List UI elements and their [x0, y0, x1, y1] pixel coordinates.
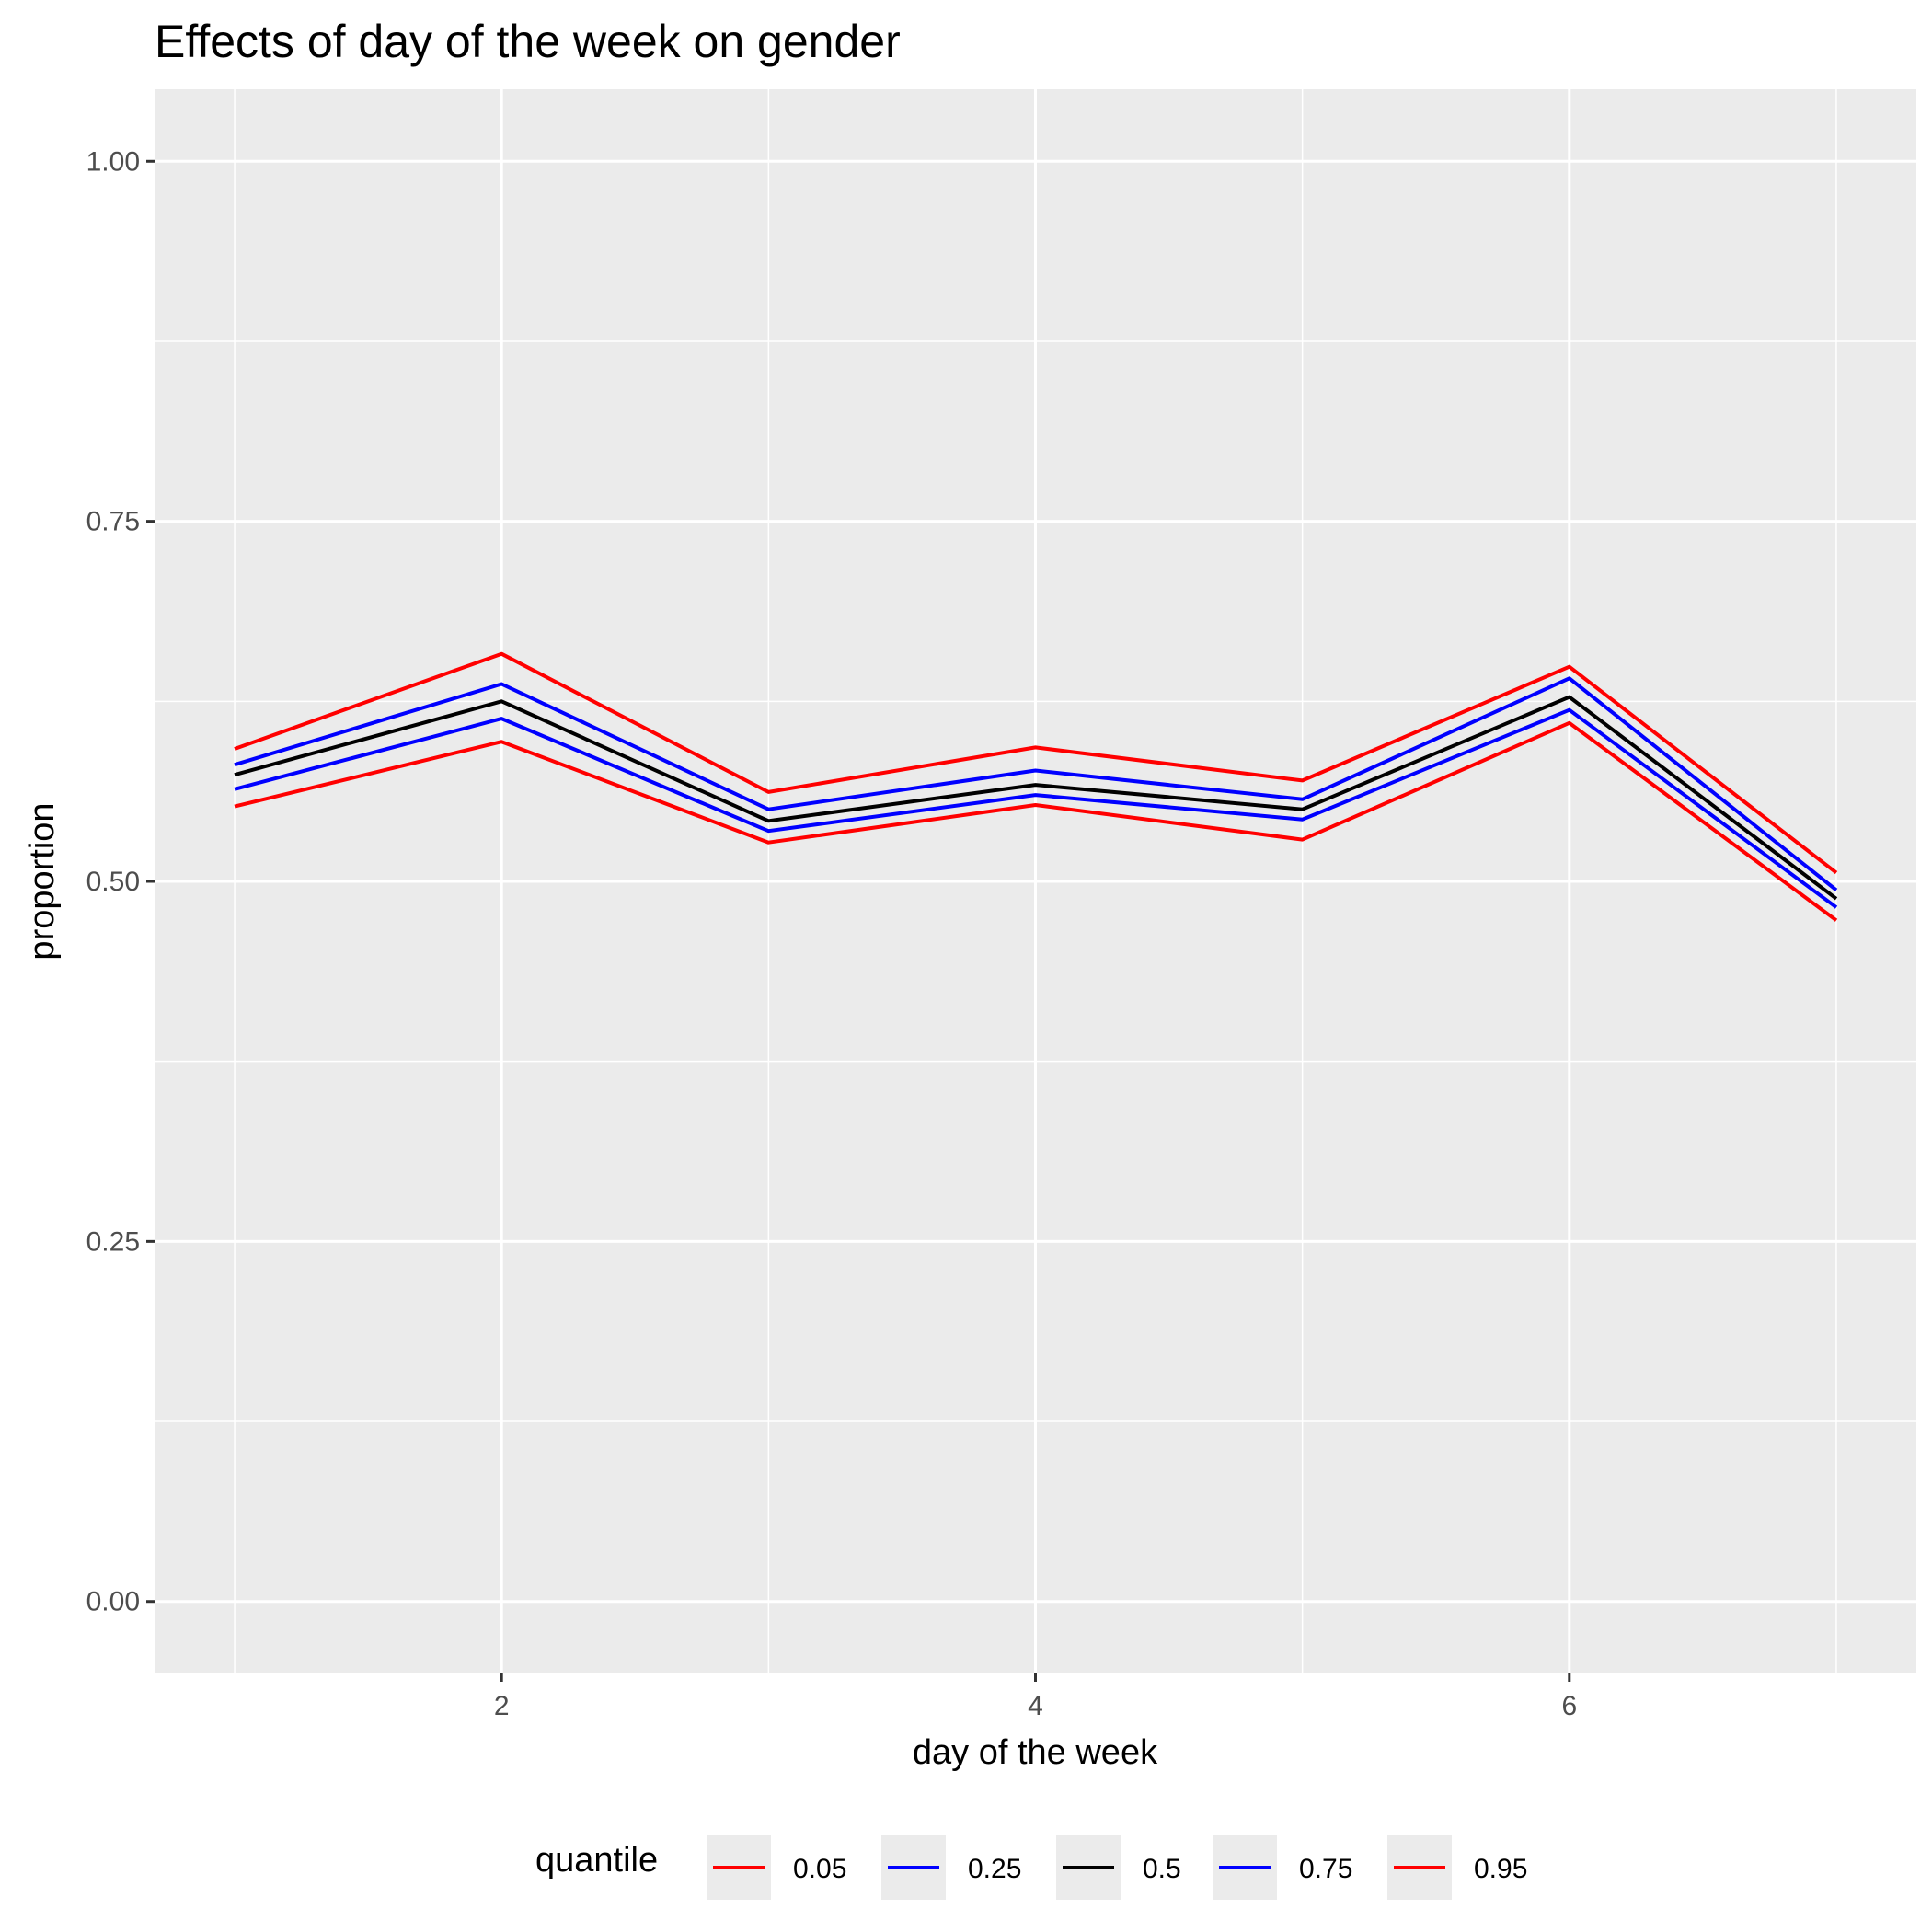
y-tick-label: 1.00 [86, 146, 140, 177]
series-line-0-75 [234, 676, 1838, 891]
y-tick-label: 0.00 [86, 1587, 140, 1617]
y-axis-title: proportion [23, 802, 62, 960]
y-axis: 0.00 0.25 0.50 0.75 1.00 [86, 146, 155, 1617]
legend-item: 0.5 [1056, 1835, 1181, 1900]
major-gridlines [155, 89, 1916, 1673]
y-tick-label: 0.50 [86, 867, 140, 897]
legend-label: 0.25 [968, 1854, 1021, 1884]
x-tick-label: 6 [1561, 1691, 1577, 1721]
legend-title: quantile [535, 1841, 658, 1880]
series-lines [234, 651, 1838, 922]
legend-label: 0.75 [1299, 1854, 1352, 1884]
legend-item: 0.95 [1387, 1835, 1527, 1900]
legend-label: 0.5 [1143, 1854, 1181, 1884]
legend-item: 0.75 [1213, 1835, 1352, 1900]
series-line-0-05 [234, 720, 1838, 922]
x-tick-label: 4 [1028, 1691, 1043, 1721]
x-axis-title: day of the week [913, 1733, 1158, 1772]
legend-item: 0.25 [881, 1835, 1021, 1900]
series-line-0-95 [234, 651, 1838, 875]
legend: quantile 0.05 0.25 0.5 0.75 0.95 [535, 1835, 1527, 1900]
legend-label: 0.05 [793, 1854, 846, 1884]
chart-title: Effects of day of the week on gender [155, 16, 901, 67]
x-axis: 2 4 6 [494, 1673, 1577, 1721]
legend-keys: 0.05 0.25 0.5 0.75 0.95 [707, 1835, 1527, 1900]
legend-item: 0.05 [707, 1835, 846, 1900]
series-line-0-5 [234, 695, 1838, 901]
series-line-0-25 [234, 707, 1838, 909]
y-tick-label: 0.25 [86, 1226, 140, 1257]
legend-label: 0.95 [1474, 1854, 1527, 1884]
y-tick-label: 0.75 [86, 507, 140, 537]
x-tick-label: 2 [494, 1691, 510, 1721]
